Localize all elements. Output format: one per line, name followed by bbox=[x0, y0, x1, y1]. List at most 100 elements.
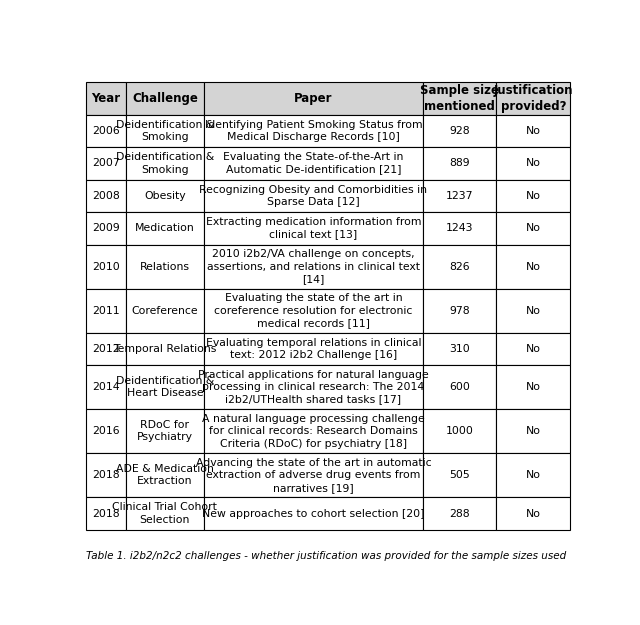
Text: Paper: Paper bbox=[294, 92, 333, 105]
Bar bbox=[86, 289, 125, 332]
Text: No: No bbox=[525, 191, 541, 201]
Text: 2016: 2016 bbox=[92, 426, 120, 436]
Text: 2012: 2012 bbox=[92, 344, 120, 354]
Bar bbox=[423, 453, 497, 498]
Text: No: No bbox=[525, 126, 541, 136]
Text: 2010 i2b2/VA challenge on concepts,
assertions, and relations in clinical text
[: 2010 i2b2/VA challenge on concepts, asse… bbox=[207, 249, 420, 284]
Bar bbox=[423, 212, 497, 244]
Text: 600: 600 bbox=[449, 382, 470, 392]
Text: 826: 826 bbox=[449, 262, 470, 272]
Text: Practical applications for natural language
processing in clinical research: The: Practical applications for natural langu… bbox=[198, 370, 429, 404]
Text: Extracting medication information from
clinical text [13]: Extracting medication information from c… bbox=[205, 217, 421, 239]
Bar bbox=[125, 332, 204, 365]
Bar bbox=[204, 409, 423, 453]
Bar bbox=[423, 179, 497, 212]
Text: 1000: 1000 bbox=[445, 426, 474, 436]
Text: 2007: 2007 bbox=[92, 158, 120, 168]
Text: No: No bbox=[525, 382, 541, 392]
Text: 889: 889 bbox=[449, 158, 470, 168]
Text: No: No bbox=[525, 223, 541, 233]
Text: No: No bbox=[525, 426, 541, 436]
Text: 505: 505 bbox=[449, 470, 470, 480]
Bar bbox=[125, 212, 204, 244]
Bar bbox=[125, 179, 204, 212]
Bar bbox=[86, 453, 125, 498]
Bar bbox=[423, 365, 497, 409]
Text: 2011: 2011 bbox=[92, 306, 120, 316]
Text: No: No bbox=[525, 509, 541, 519]
Bar bbox=[204, 114, 423, 147]
Text: Obesity: Obesity bbox=[144, 191, 186, 201]
Bar bbox=[125, 147, 204, 179]
Text: Deidentification &
Heart Disease: Deidentification & Heart Disease bbox=[116, 376, 214, 398]
Bar bbox=[86, 82, 125, 114]
Bar bbox=[497, 289, 570, 332]
Bar bbox=[86, 114, 125, 147]
Bar bbox=[497, 114, 570, 147]
Bar bbox=[204, 365, 423, 409]
Bar bbox=[497, 147, 570, 179]
Text: Evaluating the state of the art in
coreference resolution for electronic
medical: Evaluating the state of the art in coref… bbox=[214, 293, 413, 328]
Bar bbox=[125, 114, 204, 147]
Text: Coreference: Coreference bbox=[132, 306, 198, 316]
Bar bbox=[497, 453, 570, 498]
Text: Challenge: Challenge bbox=[132, 92, 198, 105]
Text: Clinical Trial Cohort
Selection: Clinical Trial Cohort Selection bbox=[113, 503, 218, 525]
Bar bbox=[423, 409, 497, 453]
Bar bbox=[497, 212, 570, 244]
Text: 1243: 1243 bbox=[446, 223, 474, 233]
Bar bbox=[86, 332, 125, 365]
Bar bbox=[423, 498, 497, 530]
Text: Recognizing Obesity and Comorbidities in
Sparse Data [12]: Recognizing Obesity and Comorbidities in… bbox=[200, 184, 428, 207]
Text: No: No bbox=[525, 306, 541, 316]
Text: Deidentification &
Smoking: Deidentification & Smoking bbox=[116, 120, 214, 142]
Bar bbox=[86, 212, 125, 244]
Bar bbox=[125, 289, 204, 332]
Bar bbox=[204, 179, 423, 212]
Text: Medication: Medication bbox=[135, 223, 195, 233]
Text: Justification
provided?: Justification provided? bbox=[493, 84, 573, 113]
Text: 2009: 2009 bbox=[92, 223, 120, 233]
Bar bbox=[125, 365, 204, 409]
Text: 1237: 1237 bbox=[446, 191, 474, 201]
Text: 2018: 2018 bbox=[92, 470, 120, 480]
Bar bbox=[497, 244, 570, 289]
Bar bbox=[204, 82, 423, 114]
Text: No: No bbox=[525, 158, 541, 168]
Text: 2008: 2008 bbox=[92, 191, 120, 201]
Text: 288: 288 bbox=[449, 509, 470, 519]
Bar bbox=[125, 498, 204, 530]
Bar bbox=[497, 332, 570, 365]
Bar bbox=[125, 244, 204, 289]
Text: No: No bbox=[525, 470, 541, 480]
Text: New approaches to cohort selection [20]: New approaches to cohort selection [20] bbox=[202, 509, 425, 519]
Text: Table 1. i2b2/n2c2 challenges - whether justification was provided for the sampl: Table 1. i2b2/n2c2 challenges - whether … bbox=[86, 551, 566, 561]
Bar bbox=[125, 453, 204, 498]
Bar bbox=[497, 82, 570, 114]
Text: 928: 928 bbox=[449, 126, 470, 136]
Text: Evaluating the State-of-the-Art in
Automatic De-identification [21]: Evaluating the State-of-the-Art in Autom… bbox=[223, 152, 404, 174]
Text: 978: 978 bbox=[449, 306, 470, 316]
Bar bbox=[86, 179, 125, 212]
Text: Evaluating temporal relations in clinical
text: 2012 i2b2 Challenge [16]: Evaluating temporal relations in clinica… bbox=[205, 338, 421, 360]
Bar bbox=[497, 365, 570, 409]
Text: Sample size
mentioned: Sample size mentioned bbox=[420, 84, 499, 113]
Text: Temporal Relations: Temporal Relations bbox=[113, 344, 216, 354]
Text: 2018: 2018 bbox=[92, 509, 120, 519]
Bar bbox=[423, 289, 497, 332]
Bar bbox=[86, 409, 125, 453]
Bar bbox=[86, 498, 125, 530]
Text: ADE & Medication
Extraction: ADE & Medication Extraction bbox=[116, 464, 214, 486]
Text: A natural language processing challenge
for clinical records: Research Domains
C: A natural language processing challenge … bbox=[202, 414, 425, 449]
Text: 310: 310 bbox=[449, 344, 470, 354]
Text: 2014: 2014 bbox=[92, 382, 120, 392]
Bar bbox=[204, 244, 423, 289]
Bar bbox=[204, 147, 423, 179]
Text: Deidentification &
Smoking: Deidentification & Smoking bbox=[116, 152, 214, 174]
Bar bbox=[497, 409, 570, 453]
Bar bbox=[204, 212, 423, 244]
Bar bbox=[423, 114, 497, 147]
Bar bbox=[497, 179, 570, 212]
Text: 2006: 2006 bbox=[92, 126, 120, 136]
Bar bbox=[125, 82, 204, 114]
